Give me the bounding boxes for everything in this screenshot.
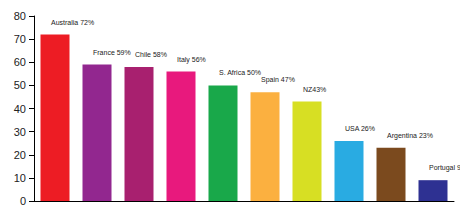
svg-text:0: 0 [20,195,26,207]
svg-text:70: 70 [14,33,26,45]
svg-text:Spain 47%: Spain 47% [261,76,295,84]
svg-text:10: 10 [14,172,26,184]
svg-text:80: 80 [14,10,26,22]
svg-text:30: 30 [14,126,26,138]
svg-text:50: 50 [14,79,26,91]
svg-text:France 59%: France 59% [93,49,131,56]
svg-text:20: 20 [14,149,26,161]
svg-text:Australia 72%: Australia 72% [51,19,94,26]
svg-text:60: 60 [14,56,26,68]
svg-text:40: 40 [14,103,26,115]
svg-text:Portugal 9%: Portugal 9% [429,164,460,172]
svg-text:Chile 58%: Chile 58% [135,51,167,58]
svg-text:Argentina 23%: Argentina 23% [387,132,433,140]
svg-text:NZ43%: NZ43% [303,86,326,93]
svg-text:S. Africa 50%: S. Africa 50% [219,69,261,76]
svg-text:Italy 56%: Italy 56% [177,56,206,64]
svg-text:USA 26%: USA 26% [345,125,375,132]
